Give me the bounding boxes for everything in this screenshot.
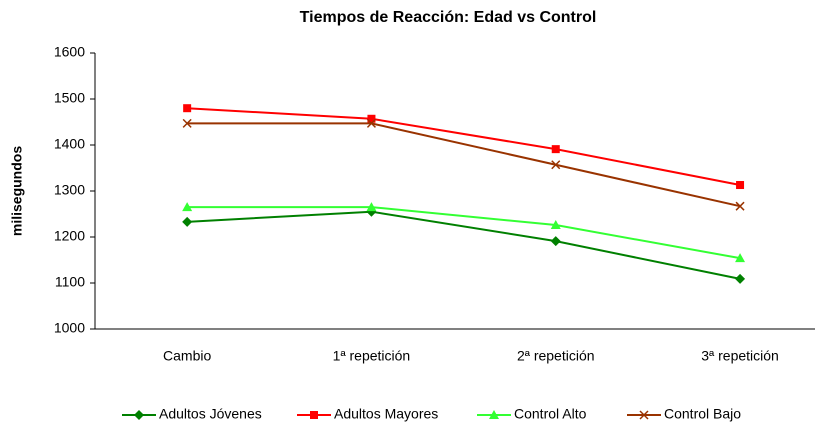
data-point (182, 118, 192, 128)
series-line (187, 210, 741, 280)
legend-marker (489, 410, 499, 419)
chart-title: Tiempos de Reacción: Edad vs Control (300, 9, 597, 26)
y-tick-label: 1000 (54, 320, 85, 336)
data-point (550, 220, 561, 230)
data-point (366, 202, 377, 212)
x-tick-label: 3ª repetición (701, 348, 779, 364)
legend-label: Control Alto (514, 406, 587, 422)
series-line (187, 122, 741, 208)
y-tick-label: 1600 (54, 44, 85, 60)
data-point (367, 114, 376, 123)
legend-marker (310, 411, 318, 419)
y-tick-label: 1500 (54, 90, 85, 106)
data-point (550, 236, 561, 247)
y-tick-label: 1300 (54, 182, 85, 198)
data-point (366, 118, 376, 128)
x-tick-label: 2ª repetición (517, 348, 595, 364)
data-point (735, 201, 745, 211)
legend-marker (639, 410, 649, 420)
data-point (182, 216, 193, 227)
y-tick-label: 1100 (55, 274, 85, 290)
data-point (551, 145, 560, 154)
x-tick-label: Cambio (163, 348, 211, 364)
data-point (736, 181, 745, 190)
legend-label: Adultos Jóvenes (159, 406, 262, 422)
y-axis-label: milisegundos (9, 146, 25, 236)
data-point (183, 104, 192, 113)
x-tick-label: 1ª repetición (333, 348, 411, 364)
series-line (187, 206, 741, 260)
y-tick-label: 1400 (54, 136, 85, 152)
legend-label: Control Bajo (664, 406, 741, 422)
data-point (551, 160, 561, 170)
series-line (187, 107, 741, 187)
data-point (735, 253, 746, 263)
y-tick-label: 1200 (54, 228, 85, 244)
legend-label: Adultos Mayores (334, 406, 438, 422)
legend-marker (134, 410, 144, 420)
data-point (735, 273, 746, 284)
data-point (182, 202, 193, 212)
